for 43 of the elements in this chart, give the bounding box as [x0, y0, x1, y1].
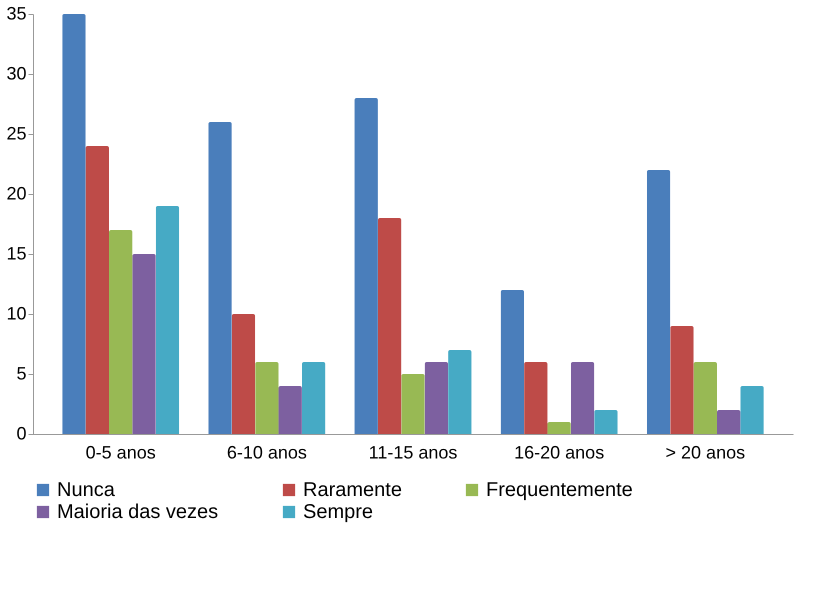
x-tick-label: 11-15 anos [368, 442, 458, 462]
legend-label: Raramente [303, 479, 402, 501]
legend-label: Nunca [57, 479, 116, 501]
y-tick-label: 25 [6, 124, 26, 144]
x-tick-label: 0-5 anos [86, 442, 156, 462]
bar [547, 422, 571, 434]
bar [132, 254, 156, 434]
bar [646, 170, 670, 434]
bar [448, 350, 472, 434]
bar [255, 362, 279, 434]
y-tick-label: 20 [6, 184, 26, 204]
x-tick-label: 6-10 anos [226, 442, 307, 462]
bar [717, 410, 740, 434]
bar [302, 362, 326, 434]
y-tick-label: 0 [16, 424, 26, 444]
bar [109, 230, 132, 434]
bar [500, 290, 524, 434]
bar [740, 386, 764, 434]
bar [694, 362, 717, 434]
bar [156, 206, 180, 434]
legend-label: Maioria das vezes [57, 501, 218, 523]
bar [232, 314, 256, 434]
x-tick-label: > 20 anos [666, 442, 746, 462]
legend-label: Sempre [303, 501, 374, 523]
bar [278, 386, 302, 434]
y-tick-label: 10 [6, 304, 26, 324]
bar [424, 362, 448, 434]
bar [670, 326, 694, 434]
bar [378, 218, 402, 434]
y-tick-label: 5 [16, 364, 26, 384]
bar [401, 374, 425, 434]
y-tick-label: 35 [6, 4, 26, 24]
bar [62, 14, 86, 434]
x-tick-label: 16-20 anos [514, 442, 604, 462]
bar [524, 362, 548, 434]
bar [86, 146, 109, 434]
legend-label: Frequentemente [486, 479, 633, 501]
y-tick-label: 30 [6, 64, 26, 84]
bar [354, 98, 378, 434]
bar [570, 362, 594, 434]
bar [208, 122, 232, 434]
y-tick-label: 15 [6, 244, 26, 264]
bar [594, 410, 618, 434]
